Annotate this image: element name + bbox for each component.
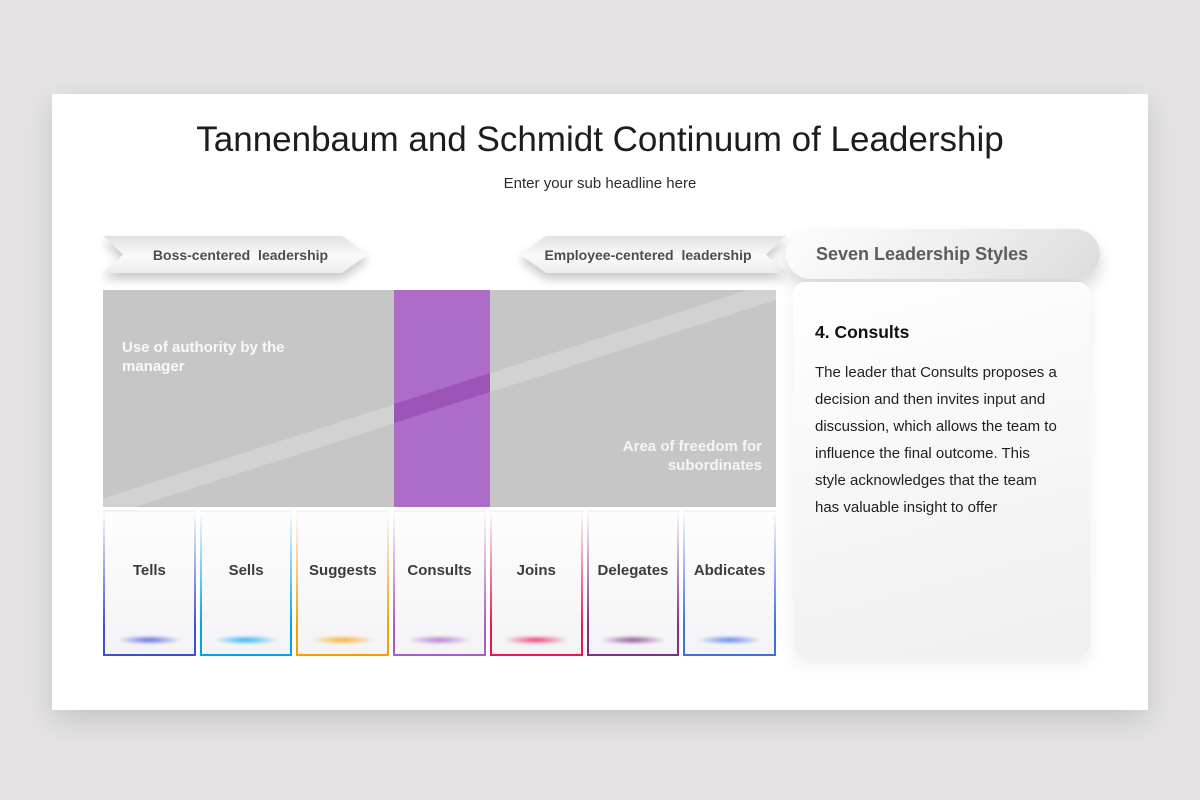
panel-header-label: Seven Leadership Styles xyxy=(816,243,1029,264)
style-card-abdicates: Abdicates xyxy=(683,510,777,656)
style-card-glow xyxy=(309,636,376,644)
consults-highlight-column xyxy=(394,290,490,507)
style-card-glow xyxy=(503,636,570,644)
style-card-suggests: Suggests xyxy=(296,510,390,656)
style-card-delegates: Delegates xyxy=(586,510,680,656)
style-card-glow xyxy=(213,636,279,644)
style-card-label: Consults xyxy=(407,562,472,579)
style-card-joins: Joins xyxy=(489,510,583,656)
style-card-label: Tells xyxy=(132,562,166,579)
style-description-card: 4. Consults The leader that Consults pro… xyxy=(793,282,1090,656)
style-card-glow xyxy=(696,636,763,644)
style-card-glow xyxy=(406,636,473,644)
style-card-glow xyxy=(600,636,666,644)
employee-centered-ribbon-label: Employee-centered leadership xyxy=(544,246,752,263)
style-card-label: Abdicates xyxy=(693,562,766,579)
boss-centered-ribbon-shape: Boss-centered leadership xyxy=(103,236,368,273)
style-card-consults: Consults xyxy=(393,510,486,656)
employee-centered-ribbon-shape: Employee-centered leadership xyxy=(520,236,786,273)
continuum-area: Use of authority by the manager Area of … xyxy=(103,290,776,507)
style-description-body: The leader that Consults proposes a deci… xyxy=(815,364,1057,516)
leadership-style-cards: Tells Sells Suggests Consults Joins Delegates… xyxy=(103,510,777,656)
slide: Tannenbaum and Schmidt Continuum of Lead… xyxy=(52,94,1148,710)
style-card-label: Delegates xyxy=(597,562,669,579)
style-card-label: Suggests xyxy=(309,562,377,579)
style-card-tells: Tells xyxy=(103,510,196,656)
authority-label: Use of authority by the manager xyxy=(122,339,285,375)
style-card-sells: Sells xyxy=(199,510,293,656)
boss-centered-ribbon-label: Boss-centered leadership xyxy=(152,246,329,263)
boss-centered-ribbon: Boss-centered leadership xyxy=(103,236,358,273)
style-card-glow xyxy=(116,636,183,644)
panel-header: Seven Leadership Styles xyxy=(786,229,1100,279)
diagonal-band-highlight xyxy=(394,290,490,507)
style-card-label: Sells xyxy=(228,562,264,579)
page-title: Tannenbaum and Schmidt Continuum of Lead… xyxy=(196,120,1004,159)
style-description-heading: 4. Consults xyxy=(815,322,910,342)
freedom-label: Area of freedom for subordinates xyxy=(622,438,762,474)
page-subtitle: Enter your sub headline here xyxy=(503,175,697,192)
employee-centered-ribbon: Employee-centered leadership xyxy=(520,236,776,273)
style-card-label: Joins xyxy=(516,562,556,579)
